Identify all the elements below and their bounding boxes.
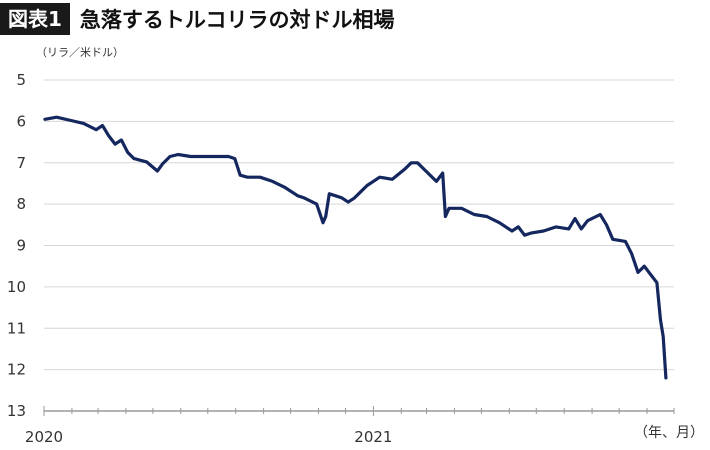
y-axis-tick-labels: 5 6 7 8 9 10 11 12 13 [7,71,26,420]
y-tick-label: 10 [7,278,26,296]
x-tick-label-2021: 2021 [354,428,392,446]
y-tick-label: 9 [16,237,26,255]
x-axis-unit-label: （年、月） [634,425,704,441]
x-axis [43,406,675,416]
y-tick-label: 5 [16,71,26,89]
figure-number-badge: 図表1 [0,3,70,35]
y-tick-label: 6 [16,112,26,130]
y-tick-label: 13 [7,402,26,420]
figure-title: 急落するトルコリラの対ドル相場 [79,8,395,32]
y-tick-label: 7 [16,154,26,172]
y-tick-label: 8 [16,195,26,213]
figure-title-row: 図表1 急落するトルコリラの対ドル相場 [0,2,395,36]
exchange-rate-line [43,115,668,380]
y-tick-label: 11 [7,319,26,337]
x-axis-tick-labels: 2020 2021 [25,428,393,446]
y-axis-unit-label: （リラ／米ドル） [36,46,124,59]
x-tick-label-2020: 2020 [25,428,63,446]
y-tick-label: 12 [7,361,26,379]
